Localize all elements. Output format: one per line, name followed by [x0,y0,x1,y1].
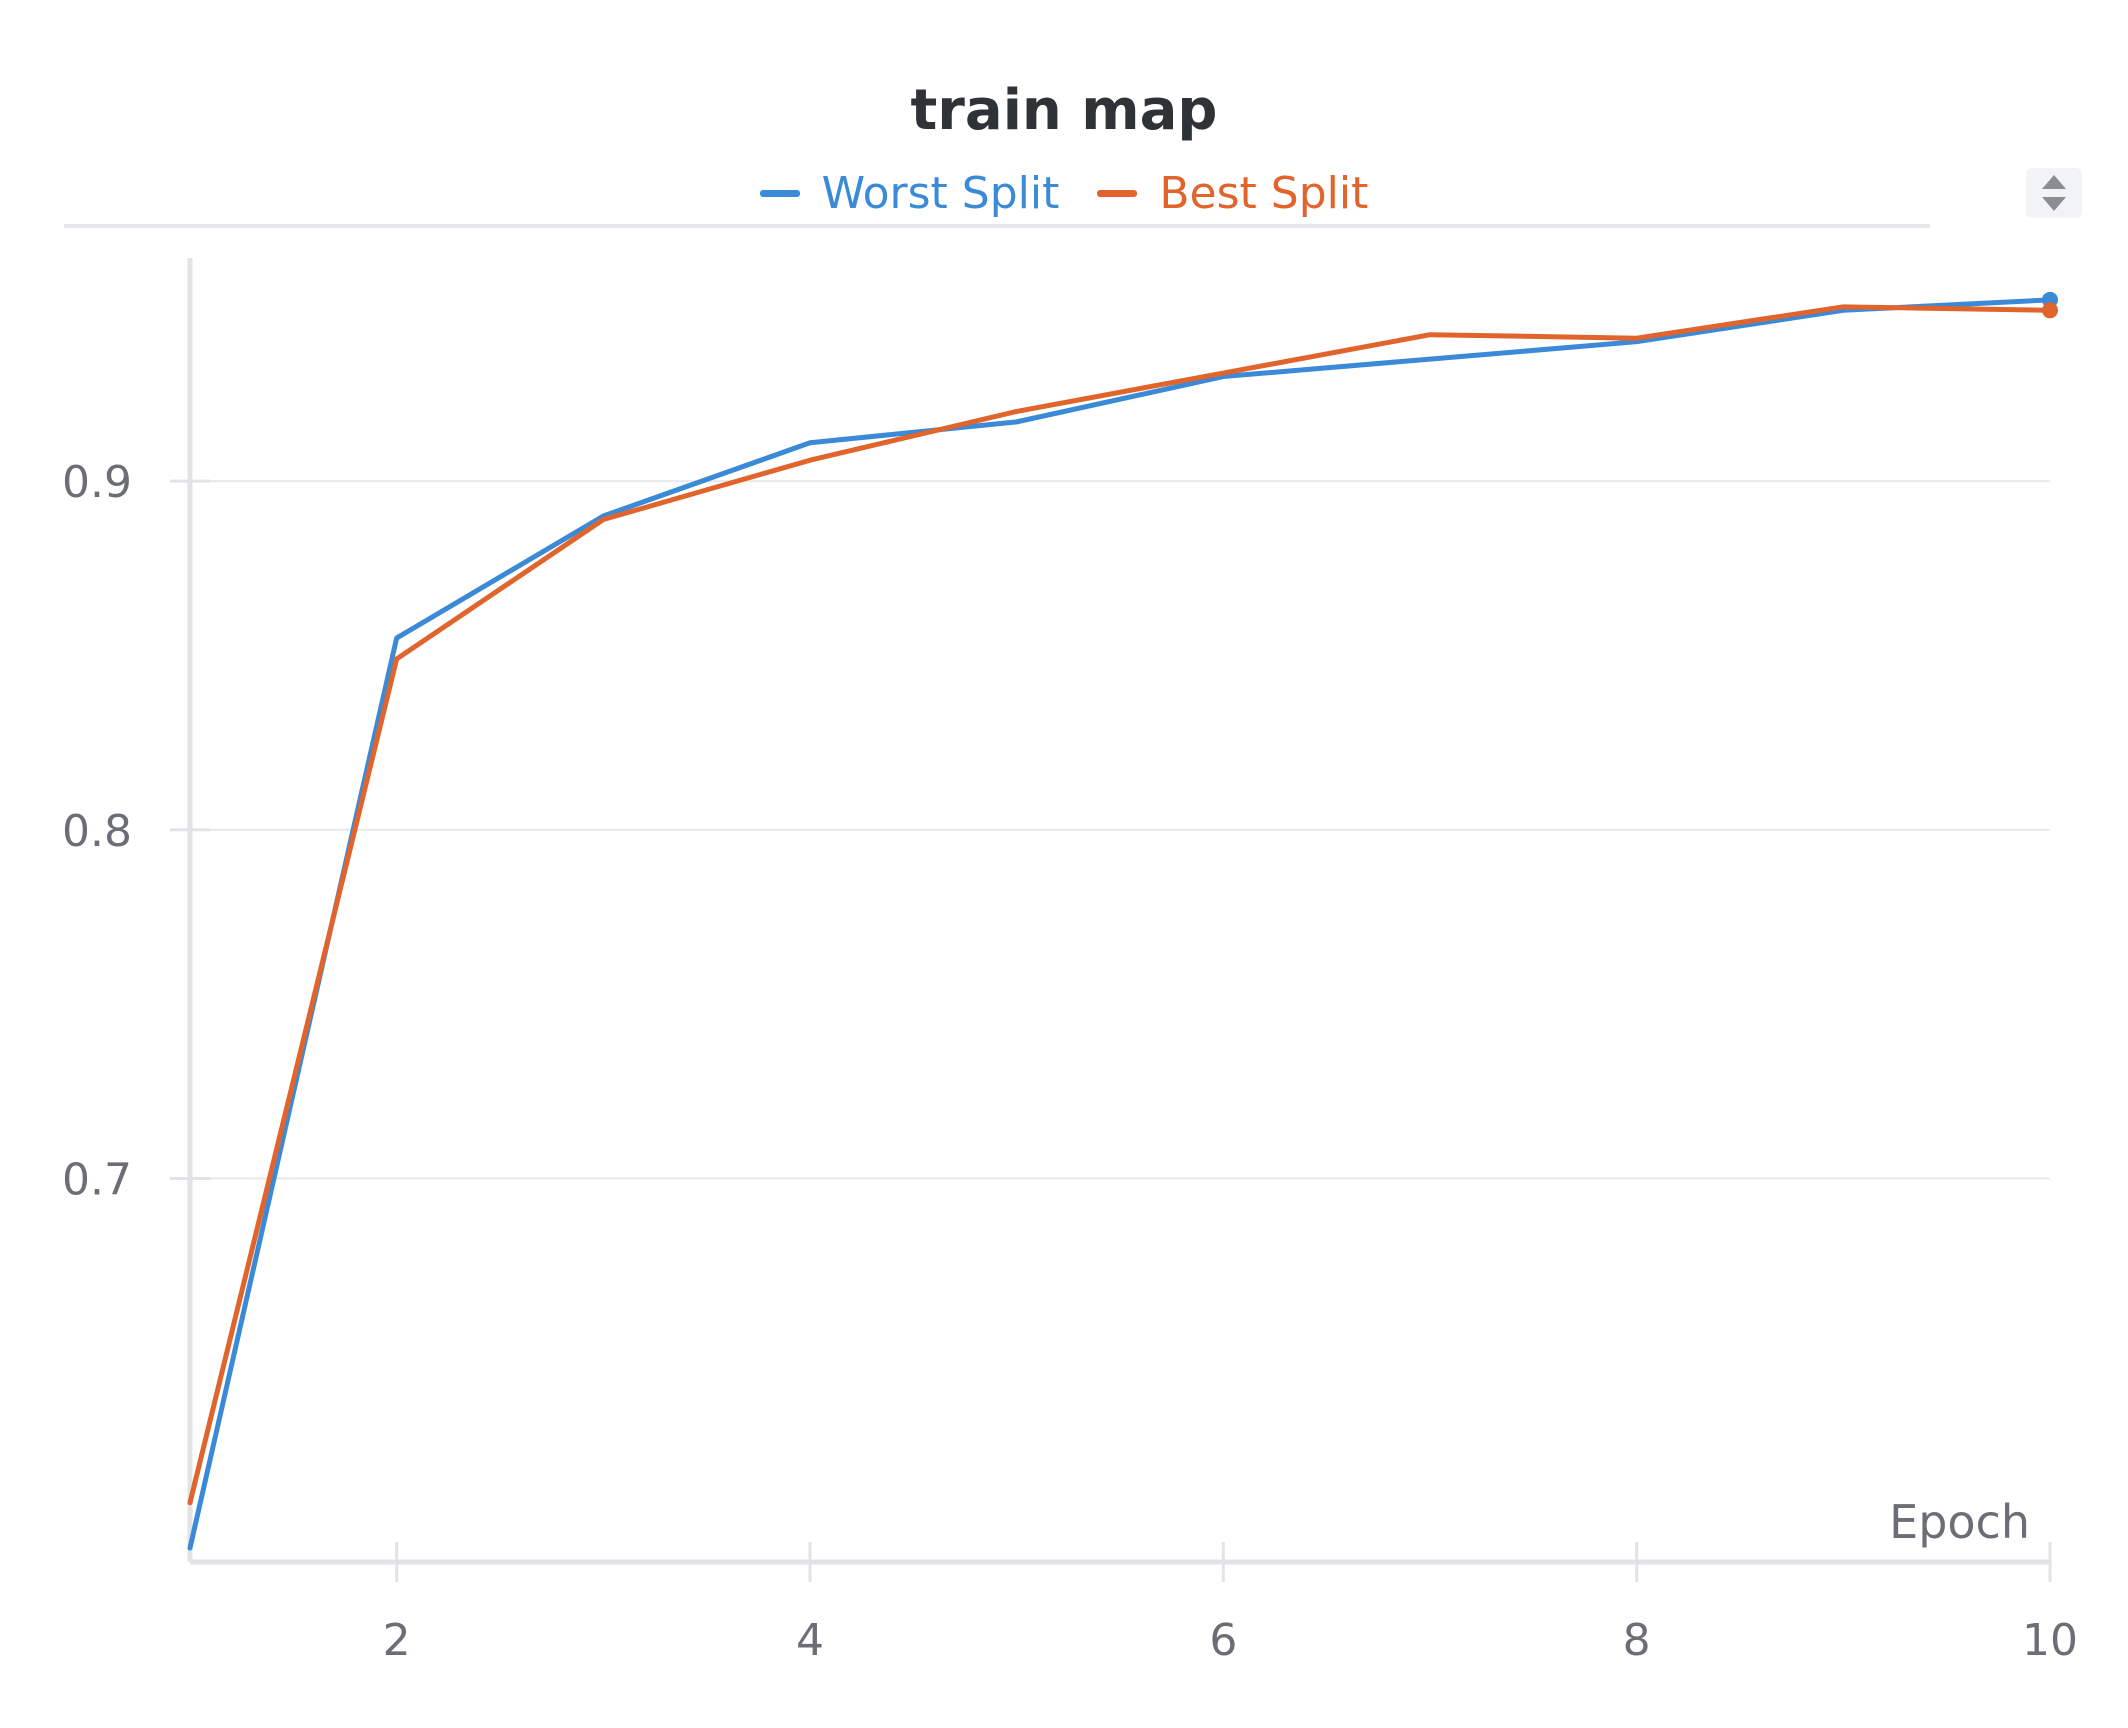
y-tick-label: 0.7 [62,1154,132,1205]
sort-updown-icon [2042,175,2066,211]
legend-swatch-worst-split [759,190,800,197]
chart-title: train map [910,78,1218,143]
axes: 0.7 0.8 0.9 2 4 6 8 10 [62,258,2078,1666]
legend-divider [64,224,1930,228]
x-tick-label: 6 [1209,1615,1237,1666]
legend-item-worst-split[interactable]: Worst Split [759,168,1060,219]
y-tick-label: 0.9 [62,457,132,508]
series-endpoint-best-split [2042,302,2058,319]
legend-item-best-split[interactable]: Best Split [1097,168,1368,219]
series-line-worst-split [187,297,2053,1551]
legend-label-worst-split: Worst Split [821,168,1060,219]
x-tick-label: 8 [1623,1615,1651,1666]
legend: Worst Split Best Split [0,168,2128,219]
series-lines [187,291,2058,1551]
y-tick-label: 0.8 [62,806,132,857]
legend-swatch-best-split [1097,190,1138,197]
x-tick-label: 10 [2022,1615,2078,1666]
series-line-best-split [187,304,2053,1506]
x-tick-label: 4 [796,1615,824,1666]
x-tick-label: 2 [383,1615,411,1666]
x-axis-label: Epoch [1889,1495,2030,1549]
legend-label-best-split: Best Split [1159,168,1369,219]
legend-sort-button[interactable] [2026,168,2082,218]
grid-lines [190,480,2050,1180]
